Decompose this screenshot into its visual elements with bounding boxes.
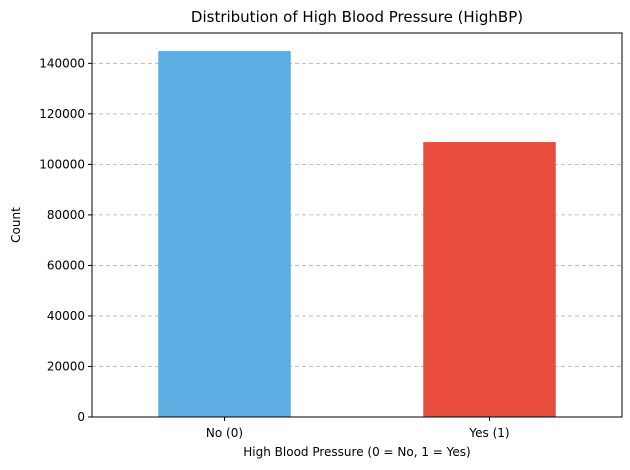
x-axis-label: High Blood Pressure (0 = No, 1 = Yes)	[243, 445, 470, 459]
y-tick-label: 100000	[39, 157, 85, 171]
bar-no	[158, 51, 291, 417]
y-tick-label: 40000	[47, 309, 85, 323]
y-tick-label: 20000	[47, 359, 85, 373]
tick-layer: 0 20000 40000 60000 80000 100000 120000 140000 N…	[39, 56, 509, 440]
y-axis-label: Count	[9, 207, 23, 243]
bar-yes	[423, 142, 556, 417]
y-tick-label: 80000	[47, 208, 85, 222]
y-tick-label: 0	[77, 410, 85, 424]
plot-frame	[91, 32, 623, 418]
y-tick-label: 140000	[39, 56, 85, 70]
chart-title: Distribution of High Blood Pressure (Hig…	[191, 8, 523, 26]
y-tick-label: 120000	[39, 107, 85, 121]
x-tick-label: Yes (1)	[468, 426, 509, 440]
x-tick-label: No (0)	[206, 426, 243, 440]
y-tick-label: 60000	[47, 258, 85, 272]
bar-layer	[158, 51, 556, 417]
